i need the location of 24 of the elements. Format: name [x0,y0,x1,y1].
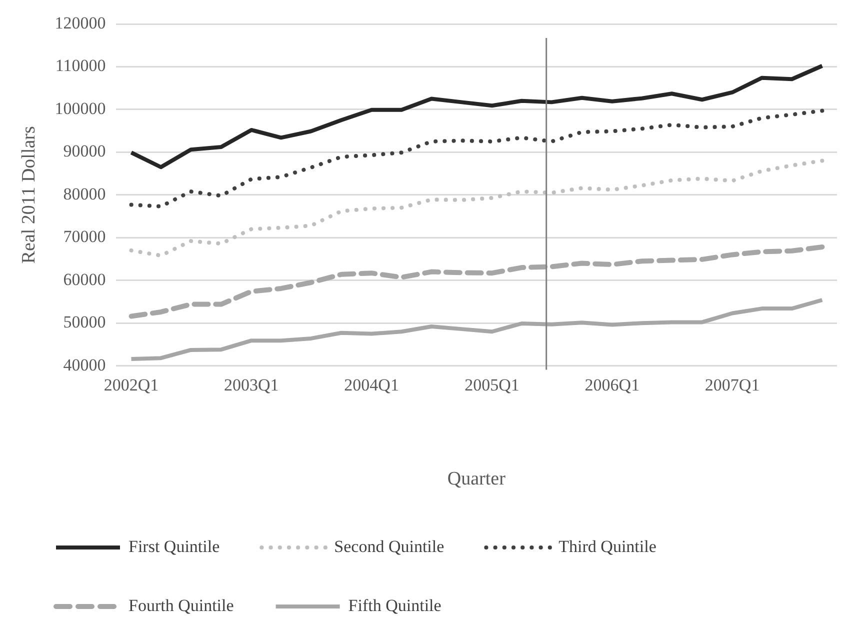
y-axis-title: Real 2011 Dollars [18,126,40,264]
y-tick-label: 90000 [63,142,106,161]
y-tick-label: 120000 [54,13,106,32]
legend-label: Third Quintile [558,536,656,556]
x-tick-label: 2005Q1 [464,375,520,394]
x-tick-label: 2004Q1 [344,375,399,394]
line-series [129,108,824,208]
legend-label: Second Quintile [334,536,444,556]
legend-label: Fourth Quintile [128,596,234,615]
x-tick-label: 2002Q1 [104,375,159,394]
x-tick-label: 2007Q1 [704,375,760,394]
legend-label: First Quintile [128,536,220,556]
y-tick-label: 100000 [54,98,106,118]
y-tick-label: 60000 [63,270,106,289]
y-tick-label: 110000 [55,56,106,76]
y-tick-label: 40000 [63,355,106,374]
x-tick-label: 2003Q1 [224,375,279,394]
line-series [129,158,824,258]
y-tick-label: 50000 [63,312,106,332]
y-tick-label: 70000 [63,227,106,246]
x-tick-label: 2006Q1 [584,375,640,394]
y-tick-label: 80000 [63,184,106,204]
x-axis-title: Quarter [447,468,506,490]
legend-label: Fifth Quintile [348,596,442,615]
